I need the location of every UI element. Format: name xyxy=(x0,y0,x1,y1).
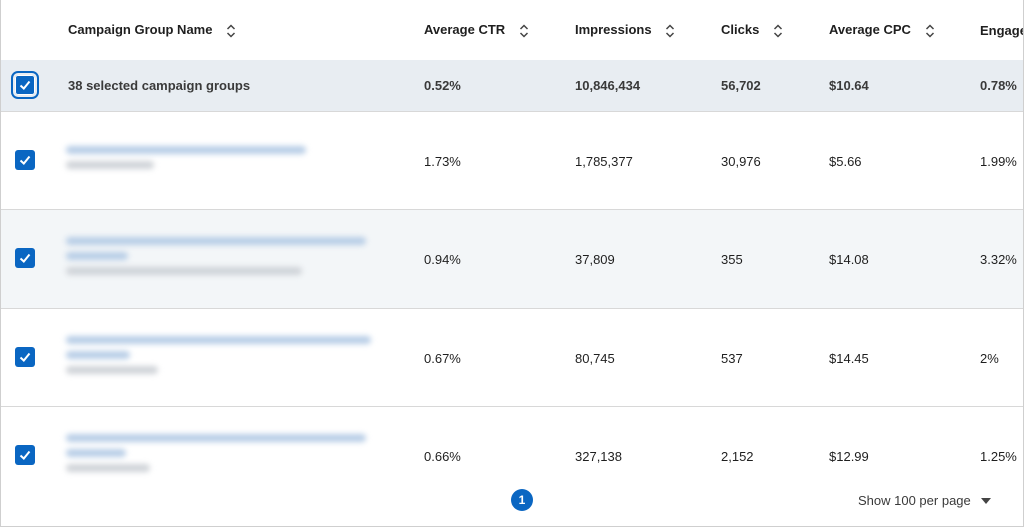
row-checkbox[interactable] xyxy=(15,150,37,172)
summary-engagement: 0.78% xyxy=(980,78,1017,93)
check-icon xyxy=(19,450,31,460)
column-header-label: Campaign Group Name xyxy=(68,22,213,38)
table-row[interactable]: 1.73% 1,785,377 30,976 $5.66 1.99% xyxy=(1,111,1023,210)
row-checkbox[interactable] xyxy=(15,347,37,369)
cell-clicks: 537 xyxy=(721,350,743,366)
checkbox[interactable] xyxy=(15,150,35,170)
cell-impressions: 37,809 xyxy=(575,251,615,267)
cell-ctr: 0.94% xyxy=(424,251,461,267)
table-row[interactable]: 0.66% 327,138 2,152 $12.99 1.25% xyxy=(1,406,1023,505)
cell-clicks: 2,152 xyxy=(721,448,754,464)
cell-impressions: 327,138 xyxy=(575,448,622,464)
select-all-checkbox[interactable] xyxy=(11,70,39,99)
campaign-group-name-redacted[interactable] xyxy=(66,433,366,479)
column-header-clicks[interactable]: Clicks xyxy=(721,22,783,38)
column-header-engagement[interactable]: Engage xyxy=(980,22,1024,38)
column-header-cpc[interactable]: Average CPC xyxy=(829,22,935,38)
sort-icon[interactable] xyxy=(226,24,236,38)
page-1-button[interactable]: 1 xyxy=(511,489,533,511)
cell-engagement: 1.25% xyxy=(980,448,1017,464)
column-header-label: Impressions xyxy=(575,22,652,38)
campaign-group-name-redacted[interactable] xyxy=(66,236,366,282)
check-icon xyxy=(19,80,31,90)
cell-cpc: $12.99 xyxy=(829,448,869,464)
sort-icon[interactable] xyxy=(519,24,529,38)
checkbox[interactable] xyxy=(15,347,35,367)
cell-ctr: 0.67% xyxy=(424,350,461,366)
check-icon xyxy=(19,352,31,362)
cell-impressions: 1,785,377 xyxy=(575,153,633,169)
cell-cpc: $14.45 xyxy=(829,350,869,366)
column-header-label: Clicks xyxy=(721,22,760,38)
per-page-select[interactable]: Show 100 per page xyxy=(858,493,991,508)
row-checkbox[interactable] xyxy=(15,248,37,270)
checkbox[interactable] xyxy=(15,248,35,268)
summary-cpc: $10.64 xyxy=(829,78,869,93)
table-header: Campaign Group Name Average CTR Impressi… xyxy=(1,0,1024,60)
campaign-group-name-redacted[interactable] xyxy=(66,146,306,176)
column-header-name[interactable]: Campaign Group Name xyxy=(68,22,236,38)
checkbox[interactable] xyxy=(15,445,35,465)
check-icon xyxy=(19,155,31,165)
sort-icon[interactable] xyxy=(773,24,783,38)
column-header-label: Average CTR xyxy=(424,22,506,38)
cell-cpc: $5.66 xyxy=(829,153,862,169)
sort-icon[interactable] xyxy=(925,24,935,38)
cell-engagement: 2% xyxy=(980,350,999,366)
cell-engagement: 3.32% xyxy=(980,251,1017,267)
per-page-label: Show 100 per page xyxy=(858,493,971,508)
column-header-label: Average CPC xyxy=(829,22,911,38)
cell-ctr: 0.66% xyxy=(424,448,461,464)
column-header-impressions[interactable]: Impressions xyxy=(575,22,675,38)
cell-clicks: 355 xyxy=(721,251,743,267)
table-row[interactable]: 0.67% 80,745 537 $14.45 2% xyxy=(1,308,1023,407)
summary-clicks: 56,702 xyxy=(721,78,761,93)
cell-engagement: 1.99% xyxy=(980,153,1017,169)
checkbox[interactable] xyxy=(11,70,39,99)
sort-icon[interactable] xyxy=(665,24,675,38)
check-icon xyxy=(19,253,31,263)
table-row[interactable]: 0.94% 37,809 355 $14.08 3.32% xyxy=(1,209,1023,308)
summary-row: 38 selected campaign groups 0.52% 10,846… xyxy=(1,60,1023,111)
row-checkbox[interactable] xyxy=(15,445,37,467)
campaign-group-name-redacted[interactable] xyxy=(66,335,371,381)
cell-ctr: 1.73% xyxy=(424,153,461,169)
summary-ctr: 0.52% xyxy=(424,78,461,93)
chevron-down-icon[interactable] xyxy=(980,497,991,504)
column-header-label: Engage xyxy=(980,22,1024,38)
cell-clicks: 30,976 xyxy=(721,153,761,169)
cell-cpc: $14.08 xyxy=(829,251,869,267)
summary-impressions: 10,846,434 xyxy=(575,78,641,93)
summary-label: 38 selected campaign groups xyxy=(68,78,251,93)
cell-impressions: 80,745 xyxy=(575,350,615,366)
column-header-ctr[interactable]: Average CTR xyxy=(424,22,529,38)
